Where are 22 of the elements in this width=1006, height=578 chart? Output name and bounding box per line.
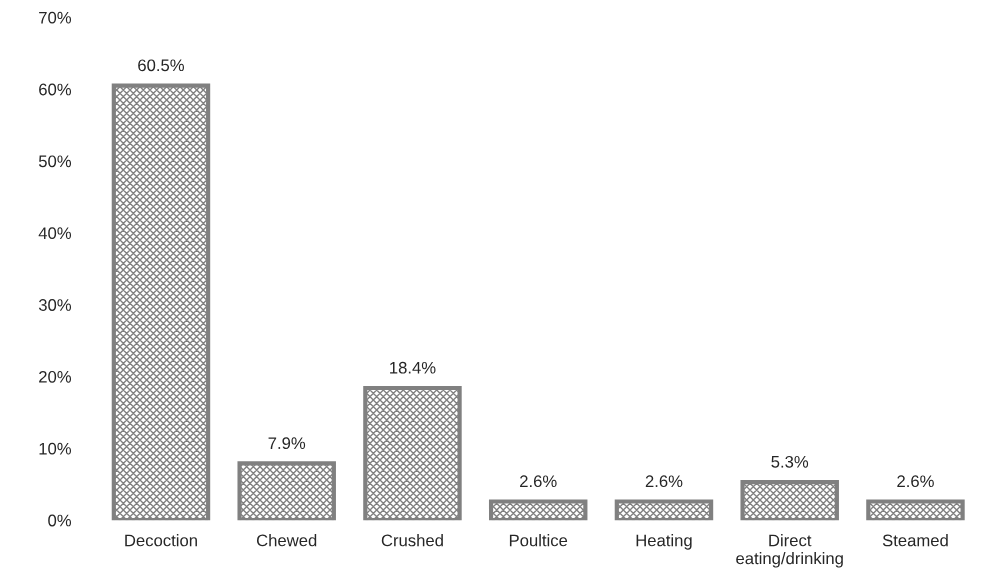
y-tick-label: 50% bbox=[38, 155, 72, 168]
data-label: 2.6% bbox=[520, 475, 557, 488]
x-tick-label: Crushed bbox=[381, 534, 443, 547]
y-tick-label: 40% bbox=[38, 227, 72, 240]
data-label: 18.4% bbox=[390, 361, 436, 374]
data-label: 2.6% bbox=[645, 475, 683, 488]
x-tick-label: Chewed bbox=[256, 534, 317, 547]
y-tick-label: 20% bbox=[39, 370, 72, 383]
x-tick-label: Poultice bbox=[509, 534, 568, 547]
y-tick-label: 0% bbox=[48, 514, 72, 527]
y-tick-label: 60% bbox=[39, 83, 72, 96]
x-tick-label: Decoction bbox=[125, 534, 197, 547]
x-tick-label: Heating bbox=[636, 534, 692, 550]
y-tick-label: 10% bbox=[39, 442, 72, 455]
x-tick-label: Steamed bbox=[882, 534, 948, 547]
data-label: 2.6% bbox=[897, 475, 934, 488]
data-label: 5.3% bbox=[771, 455, 809, 468]
y-tick-label: 30% bbox=[38, 299, 72, 311]
data-label: 60.5% bbox=[138, 59, 184, 72]
y-tick-label: 70% bbox=[39, 11, 72, 24]
data-label: 7.9% bbox=[268, 437, 306, 450]
x-tick-label: Direct eating/drinking bbox=[736, 534, 843, 568]
